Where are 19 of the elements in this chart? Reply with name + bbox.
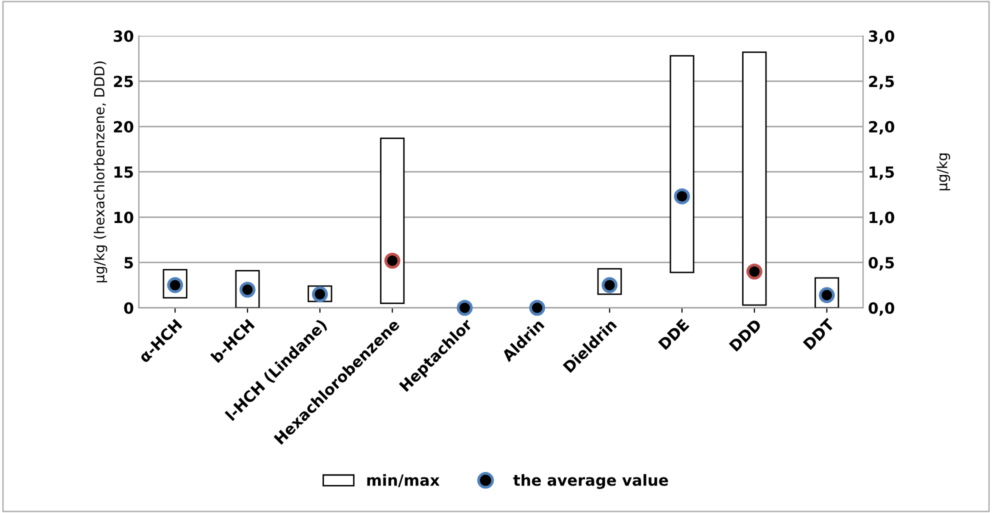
y-tick-label: 20 [114, 121, 134, 133]
y-tick-label: 5 [124, 257, 133, 269]
y2-tick-label: 0,0 [868, 302, 894, 316]
y-axis-title: µg/kg (hexachlorbenzene, DDD) [94, 62, 108, 282]
legend-label: the average value [513, 474, 668, 489]
bar [670, 55, 694, 274]
y2-tick-label: 1,0 [870, 212, 894, 226]
y2-tick-label: 1,5 [870, 166, 894, 180]
y-tick-label: 15 [114, 166, 133, 178]
y2-tick-label: 3,0 [868, 30, 894, 44]
y-tick-label: 30 [114, 30, 134, 42]
y2-axis-title: µg/kg [936, 154, 950, 190]
y-tick-label: 0 [124, 302, 134, 314]
y2-tick-label: 2,0 [869, 121, 894, 135]
y2-tick-label: 0,5 [868, 256, 894, 270]
legend-label: min/max [367, 474, 440, 488]
y2-tick-label: 2,5 [869, 76, 894, 90]
y-tick-label: 10 [114, 212, 134, 224]
y-tick-label: 25 [114, 76, 133, 88]
